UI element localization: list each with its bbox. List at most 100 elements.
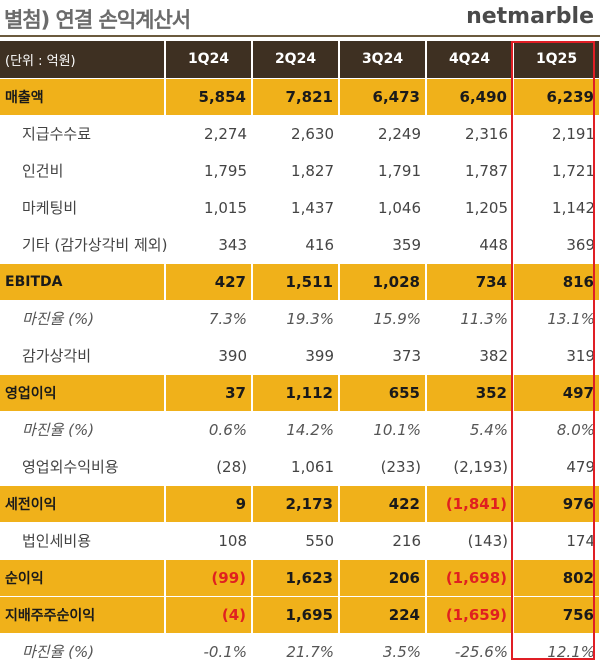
row-label: 영업이익 bbox=[0, 374, 166, 412]
table-cell: 108 bbox=[165, 522, 252, 560]
row-label: 감가상각비 bbox=[0, 337, 165, 375]
table-cell: 1,142 bbox=[513, 189, 600, 227]
table-cell: 1,511 bbox=[252, 263, 340, 301]
table-row-other: 기타 (감가상각비 제외) 343 416 359 448 369 bbox=[0, 226, 600, 264]
table-row-pretax-income: 세전이익 9 2,173 422 (1,841) 976 bbox=[0, 485, 600, 523]
row-label: 지배주주순이익 bbox=[0, 596, 166, 634]
table-cell: 206 bbox=[339, 559, 427, 597]
table-row-net-income: 순이익 (99) 1,623 206 (1,698) 802 bbox=[0, 559, 600, 597]
table-cell: 14.2% bbox=[252, 411, 339, 449]
table-row-controlling-net-income: 지배주주순이익 (4) 1,695 224 (1,659) 756 bbox=[0, 596, 600, 634]
table-cell: 37 bbox=[165, 374, 253, 412]
table-cell: 2,191 bbox=[513, 115, 600, 153]
table-cell: 1,721 bbox=[513, 152, 600, 190]
table-cell: 1,028 bbox=[339, 263, 427, 301]
row-label: EBITDA bbox=[0, 263, 166, 301]
table-cell: 7,821 bbox=[252, 78, 340, 116]
table-cell: 2,173 bbox=[252, 485, 340, 523]
table-row-fees: 지급수수료 2,274 2,630 2,249 2,316 2,191 bbox=[0, 115, 600, 153]
table-cell: 1,205 bbox=[426, 189, 513, 227]
table-cell: 1,015 bbox=[165, 189, 252, 227]
table-cell: 0.6% bbox=[165, 411, 252, 449]
table-cell: 6,473 bbox=[339, 78, 427, 116]
table-cell: 9 bbox=[165, 485, 253, 523]
table-cell: 19.3% bbox=[252, 300, 339, 338]
row-label: 순이익 bbox=[0, 559, 166, 597]
table-row-ebitda: EBITDA 427 1,511 1,028 734 816 bbox=[0, 263, 600, 301]
table-cell: 479 bbox=[513, 448, 600, 486]
column-header: 1Q24 bbox=[165, 41, 253, 79]
row-label: 법인세비용 bbox=[0, 522, 165, 560]
table-cell: (2,193) bbox=[426, 448, 513, 486]
table-cell: 373 bbox=[339, 337, 426, 375]
table-cell: 12.1% bbox=[513, 633, 600, 671]
table-cell: (233) bbox=[339, 448, 426, 486]
table-row-marketing: 마케팅비 1,015 1,437 1,046 1,205 1,142 bbox=[0, 189, 600, 227]
row-label: 마진율 (%) bbox=[0, 300, 165, 338]
table-cell: 15.9% bbox=[339, 300, 426, 338]
table-cell: 448 bbox=[426, 226, 513, 264]
table-cell: -25.6% bbox=[426, 633, 513, 671]
table-cell: 802 bbox=[513, 559, 600, 597]
row-label: 기타 (감가상각비 제외) bbox=[0, 226, 167, 264]
table-row-non-operating: 영업외수익비용 (28) 1,061 (233) (2,193) 479 bbox=[0, 448, 600, 486]
table-cell: 21.7% bbox=[252, 633, 339, 671]
page-title: 별첨) 연결 손익계산서 bbox=[4, 8, 191, 32]
table-row-depreciation: 감가상각비 390 399 373 382 319 bbox=[0, 337, 600, 375]
row-label: 마케팅비 bbox=[0, 189, 165, 227]
table-cell: 1,437 bbox=[252, 189, 339, 227]
table-cell: 1,791 bbox=[339, 152, 426, 190]
table-cell: 11.3% bbox=[426, 300, 513, 338]
title-divider bbox=[0, 35, 600, 37]
table-cell: -0.1% bbox=[165, 633, 252, 671]
table-cell: 343 bbox=[165, 226, 252, 264]
row-label: 영업외수익비용 bbox=[0, 448, 165, 486]
column-header: 2Q24 bbox=[252, 41, 340, 79]
row-label: 세전이익 bbox=[0, 485, 166, 523]
table-cell: 352 bbox=[426, 374, 514, 412]
table-cell: 1,061 bbox=[252, 448, 339, 486]
table-cell: 2,274 bbox=[165, 115, 252, 153]
column-header: 3Q24 bbox=[339, 41, 427, 79]
table-cell: 2,316 bbox=[426, 115, 513, 153]
table-cell: 5.4% bbox=[426, 411, 513, 449]
table-row-net-margin: 마진율 (%) -0.1% 21.7% 3.5% -25.6% 12.1% bbox=[0, 633, 600, 671]
table-cell: 216 bbox=[339, 522, 426, 560]
row-label: 마진율 (%) bbox=[0, 411, 165, 449]
table-row-revenue: 매출액 5,854 7,821 6,473 6,490 6,239 bbox=[0, 78, 600, 116]
income-statement-table: (단위 : 억원) 1Q24 2Q24 3Q24 4Q24 1Q25 매출액 5… bbox=[0, 41, 600, 671]
row-label: 매출액 bbox=[0, 78, 166, 116]
table-row-operating-margin: 마진율 (%) 0.6% 14.2% 10.1% 5.4% 8.0% bbox=[0, 411, 600, 449]
table-cell: (1,841) bbox=[426, 485, 514, 523]
table-cell: 8.0% bbox=[513, 411, 600, 449]
table-cell: 10.1% bbox=[339, 411, 426, 449]
table-cell: 6,490 bbox=[426, 78, 514, 116]
table-cell: 422 bbox=[339, 485, 427, 523]
table-cell: 2,630 bbox=[252, 115, 339, 153]
table-cell: 1,827 bbox=[252, 152, 339, 190]
table-cell: 550 bbox=[252, 522, 339, 560]
table-cell: (28) bbox=[165, 448, 252, 486]
table-cell: 224 bbox=[339, 596, 427, 634]
table-cell: 1,046 bbox=[339, 189, 426, 227]
table-cell: 2,249 bbox=[339, 115, 426, 153]
table-cell: (4) bbox=[165, 596, 253, 634]
row-label: 마진율 (%) bbox=[0, 633, 165, 671]
table-cell: 427 bbox=[165, 263, 253, 301]
unit-label: (단위 : 억원) bbox=[0, 41, 166, 79]
table-cell: (143) bbox=[426, 522, 513, 560]
table-cell: 319 bbox=[513, 337, 600, 375]
table-cell: 174 bbox=[513, 522, 600, 560]
table-cell: 359 bbox=[339, 226, 426, 264]
table-cell: 756 bbox=[513, 596, 600, 634]
table-cell: 369 bbox=[513, 226, 600, 264]
table-cell: (1,698) bbox=[426, 559, 514, 597]
table-cell: 1,695 bbox=[252, 596, 340, 634]
table-cell: (99) bbox=[165, 559, 253, 597]
table-cell: (1,659) bbox=[426, 596, 514, 634]
table-cell: 976 bbox=[513, 485, 600, 523]
table-cell: 6,239 bbox=[513, 78, 600, 116]
table-cell: 416 bbox=[252, 226, 339, 264]
table-row-income-tax: 법인세비용 108 550 216 (143) 174 bbox=[0, 522, 600, 560]
table-row-labor: 인건비 1,795 1,827 1,791 1,787 1,721 bbox=[0, 152, 600, 190]
